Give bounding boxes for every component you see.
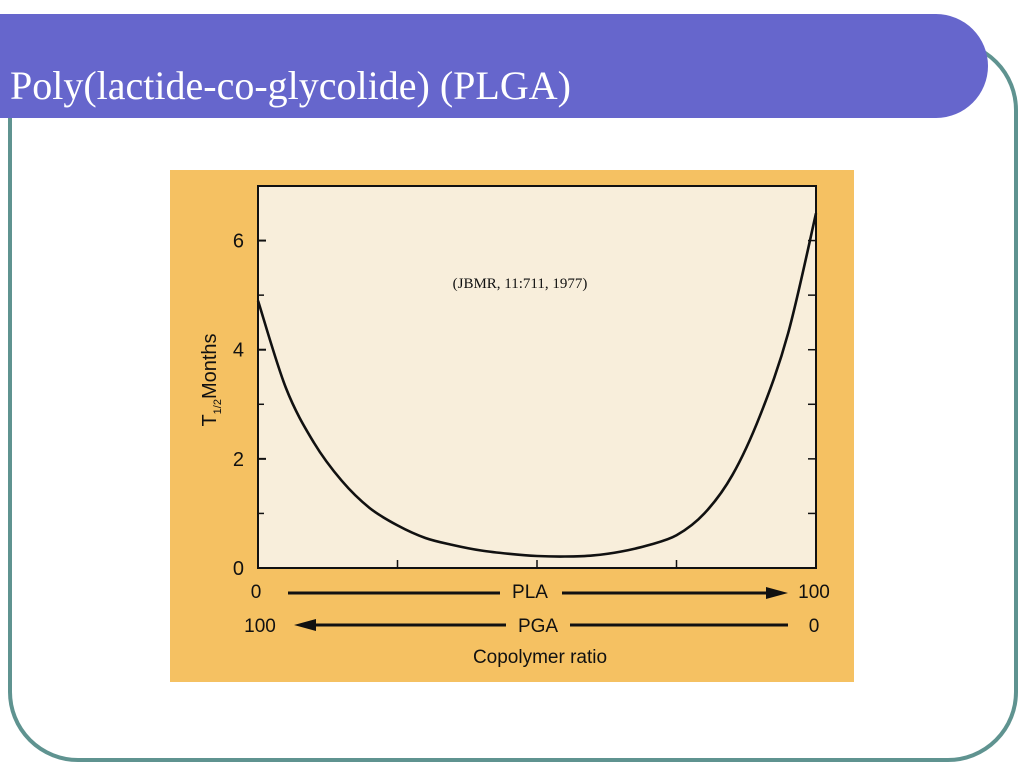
citation-annotation: (JBMR, 11:711, 1977): [453, 276, 588, 292]
x-row-pga: 100 PGA 0: [244, 616, 819, 637]
x-axis-label: Copolymer ratio: [473, 647, 607, 668]
x-row-pla-label: PLA: [512, 582, 548, 603]
chart-figure: 0 2 4 6 (JBMR, 11:711, 1977) T1/2Months 0 P…: [170, 170, 854, 682]
bottom-axis-ticks: [396, 560, 678, 568]
plot-area: [257, 185, 817, 569]
y-label-main: T: [199, 414, 221, 426]
x-row-pga-label: PGA: [518, 616, 558, 637]
series-line: [256, 213, 818, 558]
y-label-sub: 1/2: [212, 399, 224, 414]
x-row-pga-right: 0: [809, 616, 820, 637]
x-row-pla-right: 100: [798, 582, 830, 603]
y-axis-label: T1/2Months: [199, 333, 224, 426]
y-label-unit: Months: [199, 333, 221, 399]
slide-title: Poly(lactide-co-glycolide) (PLGA): [10, 63, 571, 108]
title-bar: Poly(lactide-co-glycolide) (PLGA): [0, 14, 988, 118]
y-tick-label: 6: [233, 231, 244, 253]
right-axis-ticks: [808, 239, 816, 515]
arrow-left-icon: [294, 619, 316, 631]
y-tick-label: 2: [233, 449, 244, 471]
x-row-pga-left: 100: [244, 616, 276, 637]
x-row-pla-left: 0: [251, 582, 262, 603]
svg-text:T1/2Months: T1/2Months: [199, 333, 224, 426]
y-tick-label: 4: [233, 340, 244, 362]
y-tick-label: 0: [233, 558, 244, 580]
chart-svg: 0 2 4 6 (JBMR, 11:711, 1977) T1/2Months 0 P…: [199, 185, 830, 668]
x-row-pla: 0 PLA 100: [251, 582, 830, 603]
y-axis: 0 2 4 6: [233, 231, 266, 580]
arrow-right-icon: [766, 587, 788, 599]
